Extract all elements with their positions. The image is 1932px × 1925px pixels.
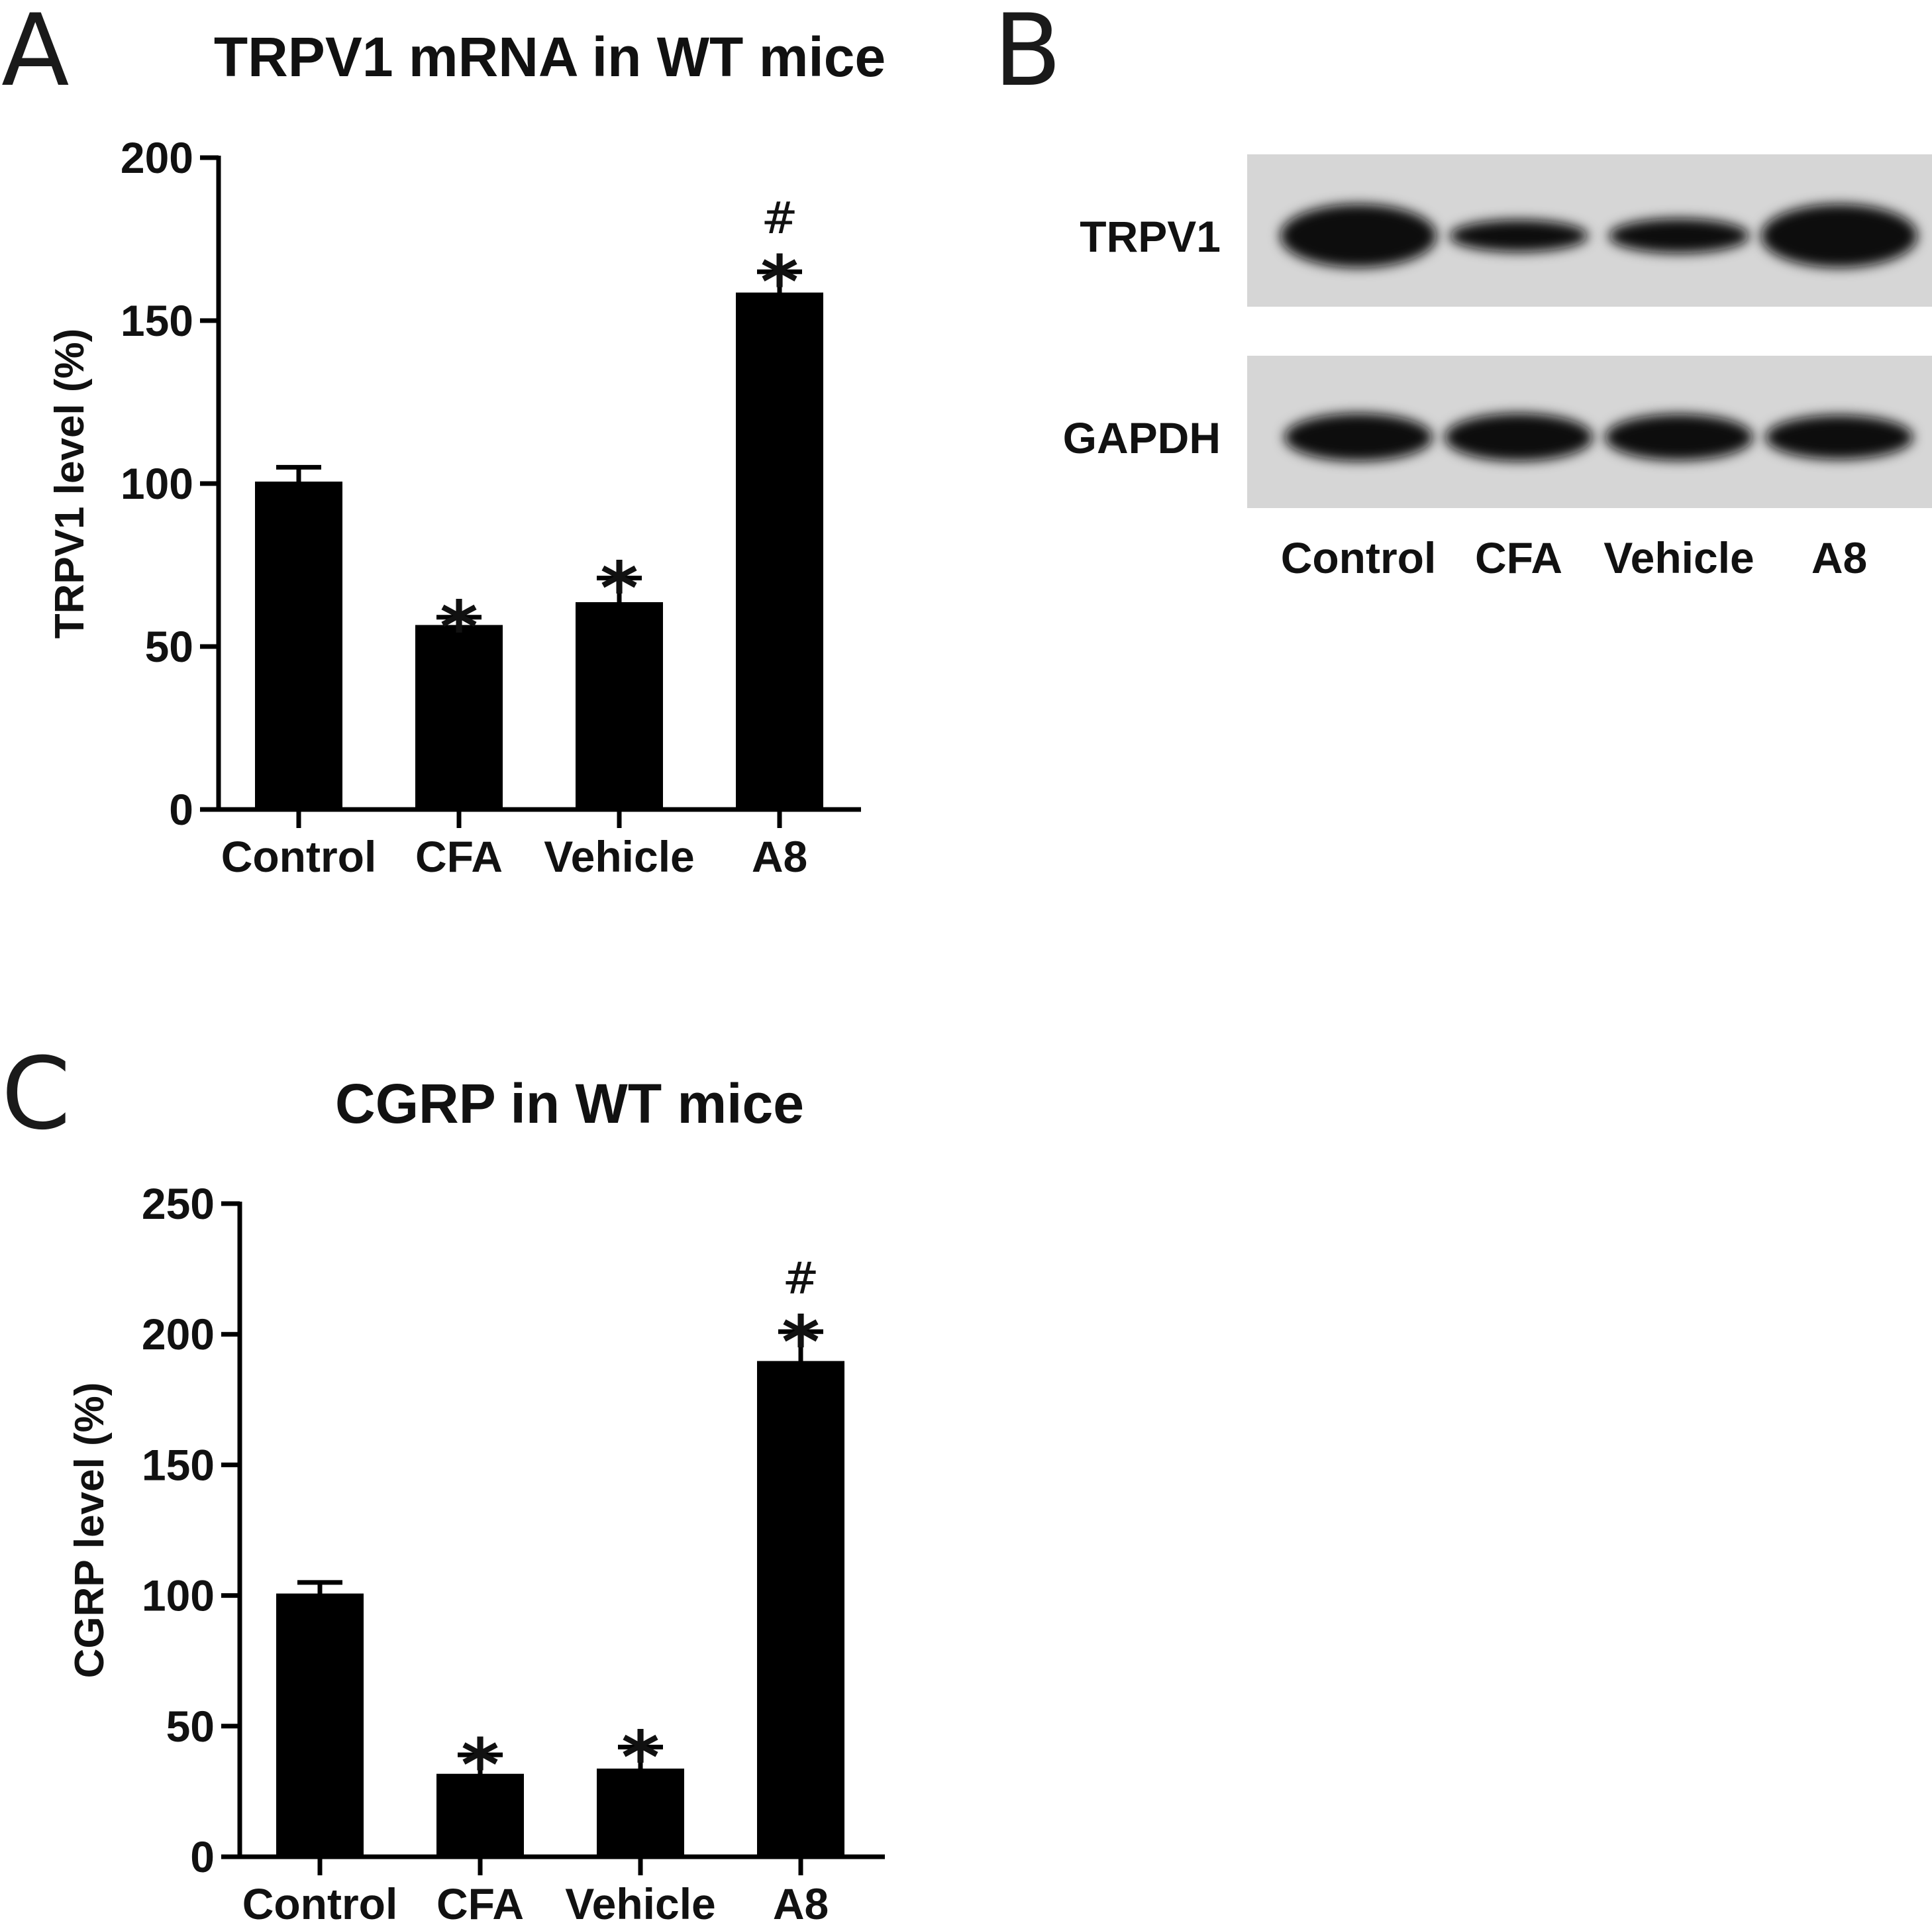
y-tick-label: 100 (121, 459, 193, 508)
bar (757, 1361, 844, 1859)
bar (576, 602, 663, 811)
y-tick-label: 150 (142, 1440, 215, 1489)
bar (736, 292, 823, 811)
bar (276, 1593, 364, 1859)
x-tick-label: CFA (415, 832, 503, 881)
x-tick-label: A8 (773, 1879, 829, 1925)
y-tick-label: 200 (142, 1310, 215, 1359)
y-tick-label: 250 (142, 1179, 215, 1228)
blot-lane-label: Vehicle (1603, 533, 1754, 582)
y-tick-label: 0 (169, 785, 193, 834)
y-tick-label: 150 (121, 296, 193, 345)
y-tick-label: 50 (166, 1702, 215, 1751)
bar (255, 482, 342, 811)
significance-star: * (782, 1300, 820, 1384)
bar (415, 625, 503, 811)
panel-letter-a: A (1, 0, 70, 109)
chart-c-title: CGRP in WT mice (335, 1072, 804, 1135)
blot-band (1605, 414, 1753, 460)
significance-star: * (440, 586, 478, 670)
significance-star: * (760, 240, 799, 325)
chart-a-ylabel: TRPV1 level (%) (47, 329, 93, 639)
panel-letter-b: B (993, 0, 1062, 109)
x-tick-label: Vehicle (544, 832, 695, 881)
significance-star: * (461, 1723, 499, 1808)
y-tick-label: 50 (145, 622, 193, 671)
significance-hash: # (761, 193, 797, 244)
significance-star: * (621, 1715, 660, 1800)
bar (436, 1773, 524, 1859)
chart-cgrp: CGRP in WT mice CGRP level (%) 0 50 100 150… (67, 1072, 885, 1925)
western-blot: TRPV1 GAPDH Control CFA Vehicle A8 (1063, 154, 1932, 582)
blot-lane-label: Control (1281, 533, 1437, 582)
significance-hash: # (782, 1253, 819, 1304)
blot-band (1445, 413, 1593, 462)
blot-lane-label: A8 (1811, 533, 1867, 582)
chart-a-title: TRPV1 mRNA in WT mice (214, 26, 886, 88)
y-tick-label: 100 (142, 1571, 215, 1620)
blot-row-label: TRPV1 (1080, 212, 1221, 261)
x-tick-label: Vehicle (565, 1879, 716, 1925)
y-tick-label: 200 (121, 133, 193, 182)
x-tick-label: CFA (436, 1879, 524, 1925)
blot-band (1449, 219, 1588, 252)
blot-row-label: GAPDH (1063, 413, 1221, 462)
panel-letter-c: C (1, 1037, 71, 1152)
blot-band (1280, 204, 1437, 268)
chart-c-ylabel: CGRP level (%) (67, 1382, 113, 1679)
bar (597, 1768, 684, 1859)
x-tick-label: Control (242, 1879, 398, 1925)
x-tick-label: A8 (752, 832, 807, 881)
x-tick-label: Control (221, 832, 377, 881)
chart-trpv1-mrna: TRPV1 mRNA in WT mice TRPV1 level (%) 0 5… (47, 26, 886, 881)
blot-lane-label: CFA (1475, 533, 1562, 582)
blot-band (1761, 204, 1917, 268)
blot-band (1765, 415, 1913, 460)
y-tick-label: 0 (190, 1832, 215, 1881)
blot-band (1284, 413, 1433, 462)
blot-band (1609, 218, 1749, 254)
significance-star: * (600, 546, 638, 631)
